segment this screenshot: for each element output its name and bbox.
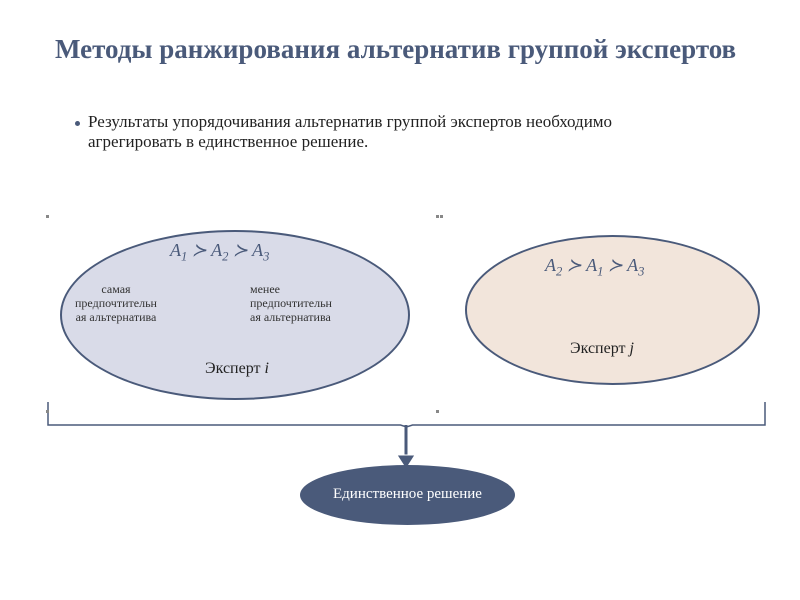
selection-handle-dot <box>440 215 443 218</box>
expert-i-label: Эксперт i <box>205 360 269 378</box>
slide: Методы ранжирования альтернатив группой … <box>0 0 800 600</box>
selection-handle-dot <box>436 215 439 218</box>
result-ellipse: Единственное решение <box>300 465 515 525</box>
pref-best-label: самаяпредпочтительная альтернатива <box>75 283 157 324</box>
bullet-dot-icon <box>75 121 80 126</box>
selection-handle-dot <box>46 215 49 218</box>
expert-i-ranking: A1 ≻ A2 ≻ A3 <box>170 240 269 265</box>
pref-worst-label: менеепредпочтительная альтернатива <box>250 283 332 324</box>
selection-handle-dot <box>46 410 49 413</box>
selection-handle-dot <box>436 410 439 413</box>
bullet-row: Результаты упорядочивания альтернатив гр… <box>75 112 685 152</box>
result-text: Единственное решение <box>319 486 496 503</box>
bullet-text: Результаты упорядочивания альтернатив гр… <box>88 112 685 152</box>
expert-j-ranking: A2 ≻ A1 ≻ A3 <box>545 255 644 280</box>
expert-j-label: Эксперт j <box>570 340 634 358</box>
page-title: Методы ранжирования альтернатив группой … <box>55 35 745 65</box>
